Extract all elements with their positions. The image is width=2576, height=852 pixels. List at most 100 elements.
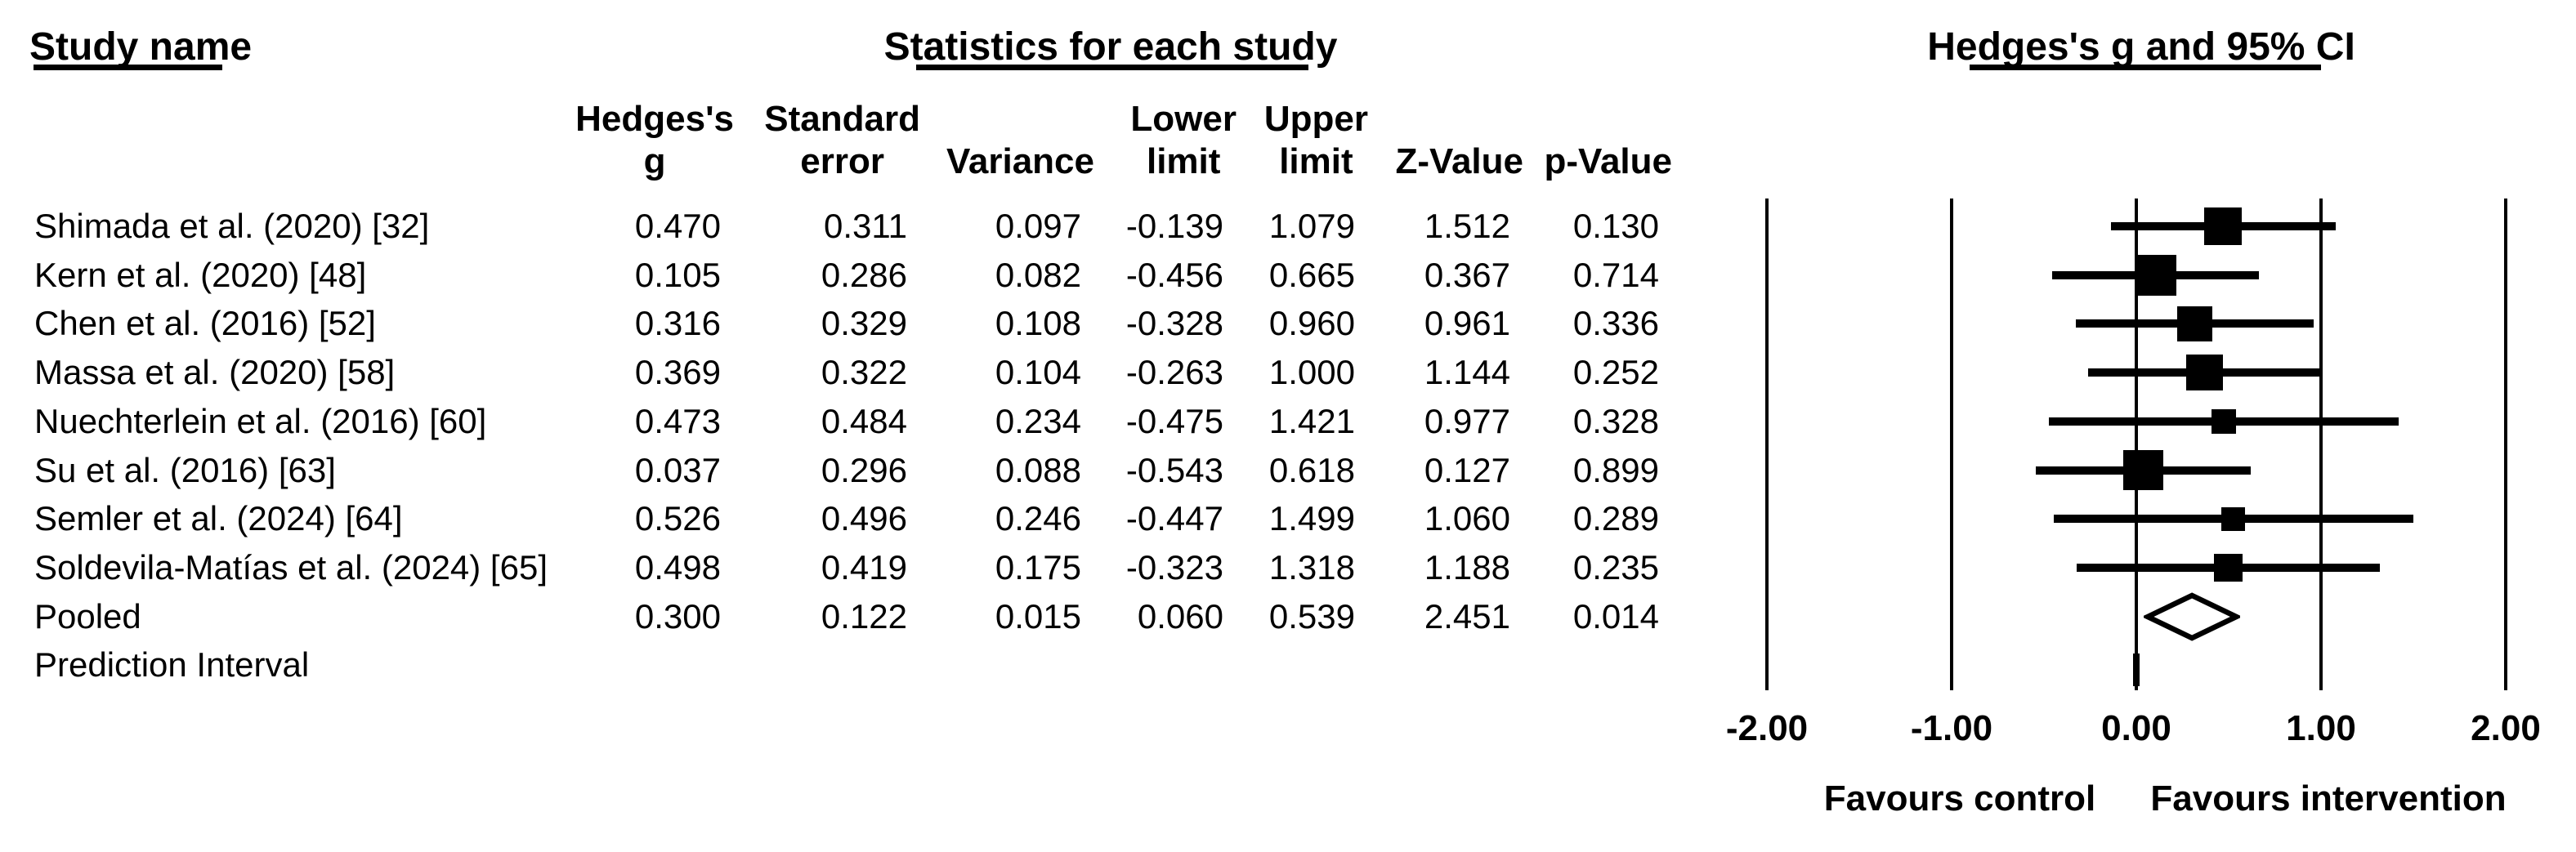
column-header-p: p-Value: [1545, 98, 1673, 183]
effect-square: [2221, 506, 2246, 531]
column-header-lower: Lower limit: [1130, 98, 1237, 183]
column-header-p-line2: p-Value: [1544, 141, 1673, 181]
stat-cell-g: 0.473: [634, 401, 721, 440]
study-title-underline: [34, 65, 222, 70]
column-header-upper-line2: limit: [1279, 141, 1353, 181]
study-name: Semler et al. (2024) [64]: [34, 499, 403, 538]
stat-cell-p: 0.714: [1572, 255, 1659, 294]
stat-cell-se: 0.322: [821, 353, 907, 392]
stats-title-underline: [916, 65, 1308, 70]
pooled-diamond-shape: [2143, 591, 2240, 641]
stat-cell-upper: 0.665: [1268, 255, 1355, 294]
column-header-variance: Variance: [946, 98, 1094, 183]
column-header-upper: Upper limit: [1264, 98, 1368, 183]
effect-square: [2135, 254, 2176, 296]
stat-cell-p: 0.235: [1572, 547, 1659, 587]
effect-square: [2176, 306, 2213, 342]
stat-cell-g: 0.037: [634, 450, 721, 489]
ci-title: Hedges's g and 95% CI: [1927, 25, 2355, 69]
stat-cell-z: 0.367: [1424, 255, 1510, 294]
stat-cell-p: 0.252: [1572, 353, 1659, 392]
stat-cell-lower: 0.060: [1137, 596, 1223, 636]
stat-cell-lower: -0.475: [1125, 401, 1223, 440]
study-name: Kern et al. (2020) [48]: [34, 255, 367, 294]
study-name: Massa et al. (2020) [58]: [34, 353, 396, 392]
column-header-z: Z-Value: [1396, 98, 1524, 183]
stat-cell-p: 0.336: [1572, 304, 1659, 343]
column-header-z-line1: [1396, 98, 1524, 141]
effect-square: [2123, 450, 2163, 490]
effect-square: [2214, 553, 2243, 582]
column-header-upper-line1: Upper: [1263, 99, 1368, 139]
stat-cell-se: 0.311: [824, 207, 907, 245]
stat-cell-g: 0.498: [634, 547, 721, 587]
stat-cell-upper: 0.618: [1268, 450, 1355, 489]
gridline--2.00: [1765, 199, 1769, 690]
column-header-se-line1: Standard: [764, 99, 920, 139]
stat-cell-z: 0.977: [1424, 401, 1510, 440]
stat-cell-se: 0.496: [821, 499, 907, 538]
effect-square: [2186, 354, 2223, 391]
stat-cell-z: 0.127: [1424, 450, 1510, 489]
column-header-variance-line1: [946, 98, 1094, 141]
stat-cell-variance: 0.088: [995, 450, 1081, 489]
stat-cell-se: 0.419: [821, 547, 907, 587]
stat-cell-z: 1.188: [1424, 547, 1510, 587]
stat-cell-lower: -0.323: [1125, 547, 1223, 587]
stat-cell-se: 0.484: [821, 401, 907, 440]
stat-cell-p: 0.328: [1572, 401, 1659, 440]
study-name: Nuechterlein et al. (2016) [60]: [34, 401, 487, 440]
stat-cell-lower: -0.328: [1125, 304, 1223, 343]
stat-cell-p: 0.289: [1572, 499, 1659, 538]
gridline-1.00: [2319, 199, 2323, 690]
effect-square: [2212, 409, 2236, 434]
column-header-se-line2: error: [800, 141, 884, 181]
stat-cell-z: 1.144: [1424, 353, 1510, 392]
column-header-variance-line2: Variance: [946, 141, 1094, 181]
stat-cell-lower: -0.456: [1125, 255, 1223, 294]
column-header-g-line1: Hedges's: [575, 99, 734, 139]
stat-cell-z: 1.060: [1424, 499, 1510, 538]
stat-cell-upper: 0.960: [1268, 304, 1355, 343]
stat-cell-variance: 0.175: [995, 547, 1081, 587]
stat-cell-upper: 1.499: [1268, 499, 1355, 538]
gridline-2.00: [2504, 199, 2507, 690]
stat-cell-lower: -0.139: [1125, 207, 1223, 245]
stat-cell-g: 0.369: [634, 353, 721, 392]
stat-cell-g: 0.526: [634, 499, 721, 538]
column-header-lower-line1: Lower: [1130, 99, 1237, 139]
stat-cell-g: 0.105: [634, 255, 721, 294]
stat-cell-p: 0.899: [1572, 450, 1659, 489]
stat-cell-g: 0.470: [634, 207, 721, 245]
stat-cell-upper: 1.421: [1268, 401, 1355, 440]
stat-cell-variance: 0.234: [995, 401, 1081, 440]
study-name: Soldevila-Matías et al. (2024) [65]: [34, 547, 548, 587]
study-name: Pooled: [34, 596, 141, 636]
stat-cell-variance: 0.108: [995, 304, 1081, 343]
axis-tick-label: -2.00: [1725, 708, 1809, 748]
stat-cell-upper: 1.318: [1268, 547, 1355, 587]
column-header-g-line2: g: [643, 141, 666, 181]
study-name: Su et al. (2016) [63]: [34, 450, 336, 489]
stats-title: Statistics for each study: [883, 25, 1338, 69]
effect-square: [2204, 207, 2243, 245]
stat-cell-p: 0.014: [1572, 596, 1659, 636]
column-header-lower-line2: limit: [1146, 141, 1221, 181]
stat-cell-upper: 1.000: [1268, 353, 1355, 392]
stat-cell-se: 0.122: [821, 596, 907, 636]
stat-cell-variance: 0.082: [995, 255, 1081, 294]
favours-control-label: Favours control: [1823, 778, 2096, 819]
stat-cell-variance: 0.246: [995, 499, 1081, 538]
gridline-0.00: [2135, 199, 2138, 690]
axis-tick-label: 1.00: [2286, 708, 2356, 748]
study-name: Prediction Interval: [34, 645, 310, 685]
stat-cell-variance: 0.015: [995, 596, 1081, 636]
study-name: Chen et al. (2016) [52]: [34, 304, 376, 343]
stat-cell-lower: -0.263: [1125, 353, 1223, 392]
study-column-title: Study name: [29, 25, 253, 69]
stat-cell-lower: -0.447: [1125, 499, 1223, 538]
study-name: Shimada et al. (2020) [32]: [34, 207, 430, 245]
column-header-z-line2: Z-Value: [1395, 141, 1524, 181]
stat-cell-upper: 1.079: [1268, 207, 1355, 245]
